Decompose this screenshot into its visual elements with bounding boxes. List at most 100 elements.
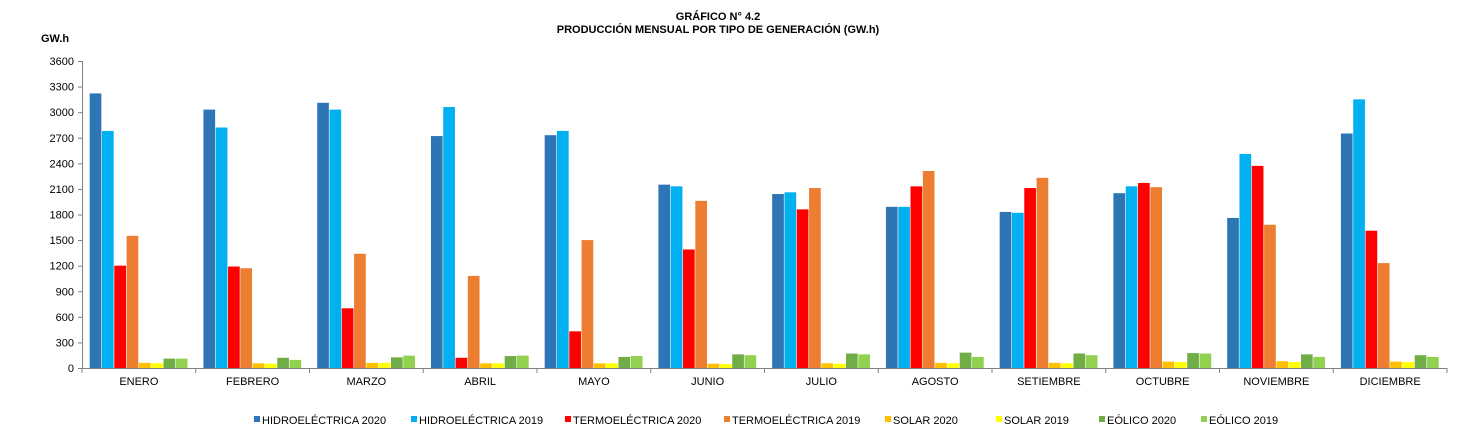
bar-6-6 bbox=[845, 353, 858, 368]
legend-swatch bbox=[996, 416, 1002, 422]
y-tick-label: 1200 bbox=[50, 261, 74, 273]
x-tick-label: MARZO bbox=[347, 376, 387, 388]
x-tick-label: ENERO bbox=[119, 376, 159, 388]
bar-6-3 bbox=[504, 356, 517, 368]
x-axis: ENERO FEBRERO MARZO ABRIL MAYO JUNIO JULIO AGOS… bbox=[81, 368, 1448, 388]
y-tick-label: 3600 bbox=[50, 56, 74, 68]
bar-1-5 bbox=[670, 186, 683, 368]
bar-7-10 bbox=[1313, 356, 1325, 368]
x-tick-label: JULIO bbox=[806, 376, 838, 388]
bar-3-4 bbox=[581, 240, 594, 368]
bar-6-8 bbox=[1073, 353, 1086, 368]
y-tick-label: 600 bbox=[56, 312, 74, 324]
chart-subtitle: PRODUCCIÓN MENSUAL POR TIPO DE GENERACIÓ… bbox=[557, 23, 880, 36]
bar-6-11 bbox=[1414, 355, 1427, 368]
bar-7-9 bbox=[1199, 353, 1212, 368]
bar-4-3 bbox=[480, 363, 492, 368]
bar-5-8 bbox=[1061, 363, 1073, 368]
legend-swatch bbox=[254, 416, 260, 422]
bar-0-0 bbox=[89, 93, 102, 368]
bar-4-5 bbox=[707, 363, 720, 368]
bar-3-7 bbox=[922, 171, 935, 368]
bar-0-7 bbox=[885, 206, 898, 368]
bar-2-5 bbox=[683, 249, 695, 368]
bar-3-0 bbox=[126, 235, 139, 368]
x-tick-label: OCTUBRE bbox=[1136, 376, 1190, 388]
bar-1-8 bbox=[1011, 212, 1024, 368]
bar-1-9 bbox=[1125, 186, 1138, 368]
legend-swatch bbox=[724, 416, 730, 422]
bar-7-5 bbox=[744, 355, 757, 368]
legend-label: TERMOELÉCTRICA 2019 bbox=[732, 414, 860, 427]
y-axis-unit-label: GW.h bbox=[41, 33, 69, 45]
bar-7-11 bbox=[1427, 356, 1439, 368]
bar-7-2 bbox=[403, 355, 415, 368]
bar-4-10 bbox=[1276, 361, 1289, 368]
bar-5-1 bbox=[264, 363, 277, 368]
legend: HIDROELÉCTRICA 2020 HIDROELÉCTRICA 2019 TE… bbox=[254, 414, 1278, 427]
bar-3-8 bbox=[1036, 177, 1049, 368]
bar-2-1 bbox=[228, 266, 240, 368]
bar-1-1 bbox=[215, 127, 228, 369]
bar-6-5 bbox=[732, 354, 744, 368]
bar-0-5 bbox=[658, 184, 671, 368]
bar-7-7 bbox=[972, 356, 984, 368]
x-tick-label: AGOSTO bbox=[912, 376, 959, 388]
legend-label: EÓLICO 2019 bbox=[1209, 414, 1278, 427]
bar-6-0 bbox=[163, 358, 176, 368]
bar-2-4 bbox=[569, 331, 581, 368]
bar-1-3 bbox=[443, 107, 455, 369]
bar-7-0 bbox=[175, 358, 188, 368]
bar-3-1 bbox=[240, 268, 253, 368]
bar-5-7 bbox=[947, 363, 960, 368]
bar-5-5 bbox=[719, 364, 732, 368]
y-tick-label: 3000 bbox=[50, 107, 74, 119]
legend-label: EÓLICO 2020 bbox=[1107, 414, 1176, 427]
y-tick-label: 3300 bbox=[50, 82, 74, 94]
bar-1-2 bbox=[329, 109, 342, 369]
bar-4-11 bbox=[1390, 361, 1402, 368]
y-tick-label: 2700 bbox=[50, 133, 74, 145]
bar-6-9 bbox=[1187, 353, 1199, 368]
bar-2-7 bbox=[910, 186, 923, 368]
bar-4-1 bbox=[252, 363, 265, 368]
y-tick-label: 0 bbox=[68, 363, 74, 375]
bar-0-6 bbox=[772, 194, 784, 368]
bar-3-11 bbox=[1377, 263, 1390, 368]
legend-swatch bbox=[1099, 416, 1105, 422]
bar-2-0 bbox=[114, 265, 126, 368]
bar-4-2 bbox=[366, 362, 379, 368]
bar-6-4 bbox=[618, 356, 631, 368]
bar-0-2 bbox=[317, 102, 329, 368]
x-tick-label: DICIEMBRE bbox=[1360, 376, 1421, 388]
bar-3-6 bbox=[809, 188, 821, 368]
bar-6-2 bbox=[390, 357, 403, 368]
bar-1-0 bbox=[101, 130, 114, 368]
bar-0-9 bbox=[1113, 193, 1126, 368]
bar-2-3 bbox=[455, 357, 468, 368]
bar-4-6 bbox=[821, 363, 834, 368]
bar-3-3 bbox=[467, 275, 480, 368]
legend-swatch bbox=[565, 416, 571, 422]
bar-2-9 bbox=[1138, 182, 1150, 368]
bar-4-7 bbox=[935, 362, 947, 368]
y-tick-label: 2400 bbox=[50, 158, 74, 170]
bar-7-1 bbox=[289, 359, 302, 368]
bar-0-4 bbox=[544, 135, 557, 368]
bar-5-3 bbox=[492, 363, 505, 368]
bar-2-11 bbox=[1365, 230, 1378, 368]
x-tick-label: MAYO bbox=[578, 376, 610, 388]
bar-3-5 bbox=[695, 200, 708, 368]
bar-5-0 bbox=[151, 363, 163, 368]
x-tick-label: NOVIEMBRE bbox=[1243, 376, 1309, 388]
bar-3-9 bbox=[1150, 187, 1163, 368]
bar-6-7 bbox=[959, 352, 972, 368]
bar-2-2 bbox=[341, 308, 354, 368]
legend-label: SOLAR 2020 bbox=[893, 415, 958, 427]
bar-5-11 bbox=[1402, 362, 1415, 368]
bar-2-8 bbox=[1024, 188, 1036, 368]
legend-label: TERMOELÉCTRICA 2020 bbox=[573, 414, 701, 427]
bar-1-6 bbox=[784, 192, 797, 368]
x-tick-label: SETIEMBRE bbox=[1017, 376, 1081, 388]
